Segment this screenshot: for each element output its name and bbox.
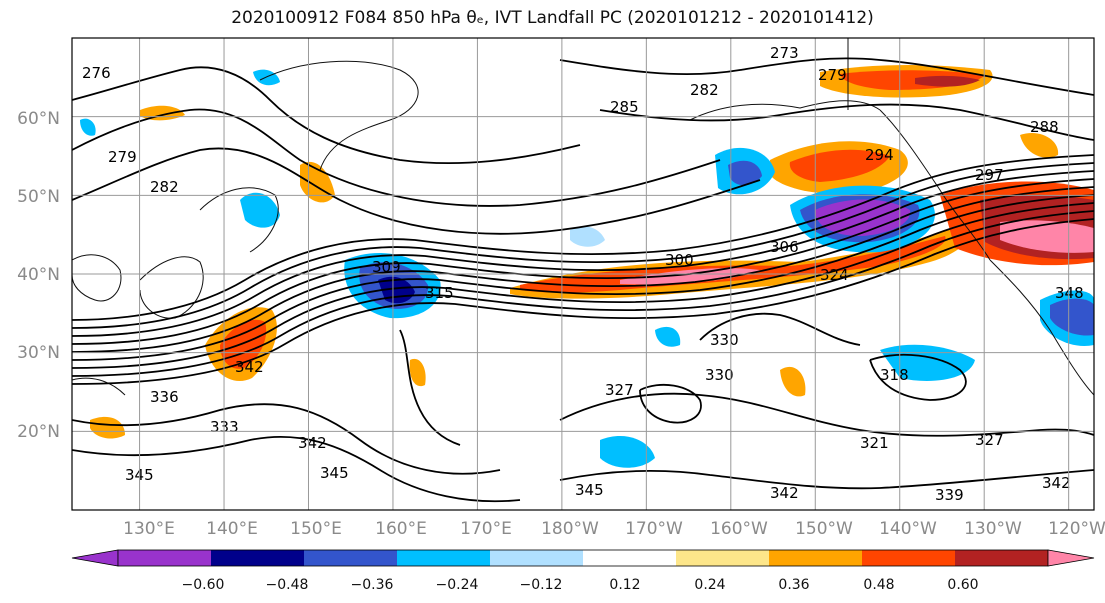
map-panel: 276 273 279 282 285 282 279 288 294 297 … (71, 37, 1095, 511)
contour-label: 282 (150, 178, 179, 196)
contour-label: 306 (770, 238, 799, 256)
latitude-axis: 60°N 50°N 40°N 30°N 20°N (17, 109, 60, 442)
figure-title: 2020100912 F084 850 hPa θₑ, IVT Landfall… (231, 8, 874, 28)
colorbar-segment (955, 550, 1049, 566)
colorbar-segment (490, 550, 584, 566)
contour-label: 315 (425, 284, 454, 302)
lon-label: 150°W (795, 519, 853, 539)
colorbar-tick-label: 0.24 (694, 577, 725, 593)
contour-label: 276 (82, 64, 111, 82)
colorbar-tick-label: −0.24 (436, 577, 479, 593)
theta-e-contours (72, 57, 1094, 503)
colorbar-segment (862, 550, 956, 566)
contour-label: 279 (108, 148, 137, 166)
lat-label: 60°N (17, 109, 60, 129)
contour-label: 294 (865, 146, 894, 164)
contour-label: 342 (298, 434, 327, 452)
contour-label: 321 (860, 434, 889, 452)
contour-label: 300 (665, 251, 694, 269)
lon-label: 130°E (123, 519, 175, 539)
graticule (72, 38, 1094, 510)
contour-label: 336 (150, 388, 179, 406)
colorbar-extend-low (71, 549, 119, 567)
lon-label: 170°E (460, 519, 512, 539)
contour-label: 327 (605, 381, 634, 399)
colorbar-tick-label: 0.36 (778, 577, 809, 593)
colorbar-tick-label: 0.48 (863, 577, 894, 593)
contour-label: 330 (705, 366, 734, 384)
contour-label: 348 (1055, 284, 1084, 302)
colorbar-segment (397, 550, 491, 566)
contour-label: 342 (770, 484, 799, 502)
contour-label: 285 (610, 98, 639, 116)
colorbar-ticks: −0.60 −0.48 −0.36 −0.24 −0.12 0.12 0.24 … (182, 577, 979, 593)
lon-label: 170°W (625, 519, 683, 539)
contour-label: 345 (575, 481, 604, 499)
contour-label: 330 (710, 331, 739, 349)
map-frame (71, 37, 1095, 511)
lon-label: 140°E (206, 519, 258, 539)
colorbar-tick-label: −0.48 (266, 577, 309, 593)
lat-label: 20°N (17, 422, 60, 442)
lon-label: 120°W (1048, 519, 1105, 539)
contour-label: 282 (690, 81, 719, 99)
colorbar-tick-label: −0.12 (520, 577, 563, 593)
lon-label: 160°W (710, 519, 768, 539)
colorbar-segment (769, 550, 863, 566)
lat-label: 40°N (17, 265, 60, 285)
contour-label: 288 (1030, 118, 1059, 136)
lat-label: 30°N (17, 343, 60, 363)
lon-label: 140°W (879, 519, 937, 539)
contour-label: 297 (975, 166, 1004, 184)
colorbar-tick-label: −0.60 (182, 577, 225, 593)
contour-label: 342 (1042, 474, 1071, 492)
contour-label: 345 (320, 464, 349, 482)
contour-label: 324 (820, 266, 849, 284)
lon-label: 130°W (964, 519, 1022, 539)
lon-label: 150°E (290, 519, 342, 539)
colorbar: −0.60 −0.48 −0.36 −0.24 −0.12 0.12 0.24 … (71, 549, 1095, 593)
lon-label: 180°W (541, 519, 599, 539)
colorbar-segment (304, 550, 398, 566)
colorbar-segment (676, 550, 770, 566)
colorbar-segment (211, 550, 305, 566)
colorbar-segment (118, 550, 212, 566)
colorbar-extend-high (1047, 549, 1095, 567)
lat-label: 50°N (17, 187, 60, 207)
colorbar-tick-label: 0.60 (947, 577, 978, 593)
colorbar-tick-label: 0.12 (609, 577, 640, 593)
colorbar-segment (583, 550, 677, 566)
contour-label: 339 (935, 486, 964, 504)
lon-label: 160°E (375, 519, 427, 539)
colorbar-tick-label: −0.36 (351, 577, 394, 593)
contour-labels: 276 273 279 282 285 282 279 288 294 297 … (82, 44, 1084, 504)
contour-label: 342 (235, 358, 264, 376)
colorbar-segments (71, 549, 1095, 567)
contour-label: 327 (975, 431, 1004, 449)
contour-label: 279 (818, 66, 847, 84)
longitude-axis: 130°E 140°E 150°E 160°E 170°E 180°W 170°… (123, 519, 1105, 539)
contour-label: 309 (372, 258, 401, 276)
contour-label: 273 (770, 44, 799, 62)
contour-label: 318 (880, 366, 909, 384)
